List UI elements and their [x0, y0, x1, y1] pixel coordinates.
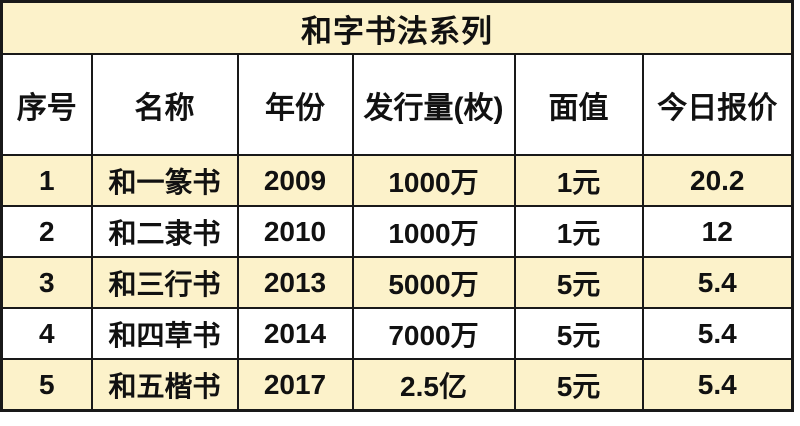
- col-header-year: 年份: [236, 53, 354, 156]
- cell-year: 2010: [236, 205, 354, 258]
- cell-name: 和四草书: [90, 307, 239, 360]
- cell-today-quote: 12: [641, 205, 794, 258]
- cell-name: 和五楷书: [90, 358, 239, 412]
- cell-face-value: 5元: [513, 358, 644, 412]
- cell-today-quote: 20.2: [641, 154, 794, 207]
- cell-serial: 5: [0, 358, 93, 412]
- cell-face-value: 1元: [513, 154, 644, 207]
- cell-issue-volume: 5000万: [351, 256, 516, 309]
- cell-serial: 4: [0, 307, 93, 360]
- cell-face-value: 5元: [513, 256, 644, 309]
- table-title-row: 和字书法系列: [0, 0, 794, 55]
- cell-issue-volume: 7000万: [351, 307, 516, 360]
- cell-today-quote: 5.4: [641, 256, 794, 309]
- cell-face-value: 5元: [513, 307, 644, 360]
- cell-today-quote: 5.4: [641, 358, 794, 412]
- coin-price-table: 和字书法系列 序号 名称 年份 发行量(枚) 面值 今日报价 1 和一篆书 20…: [0, 0, 794, 412]
- table-title: 和字书法系列: [0, 0, 794, 55]
- cell-issue-volume: 2.5亿: [351, 358, 516, 412]
- col-header-name: 名称: [90, 53, 239, 156]
- cell-name: 和三行书: [90, 256, 239, 309]
- table-row: 5 和五楷书 2017 2.5亿 5元 5.4: [0, 358, 794, 412]
- table-row: 3 和三行书 2013 5000万 5元 5.4: [0, 256, 794, 309]
- cell-year: 2009: [236, 154, 354, 207]
- cell-serial: 1: [0, 154, 93, 207]
- cell-issue-volume: 1000万: [351, 205, 516, 258]
- col-header-face-value: 面值: [513, 53, 644, 156]
- cell-name: 和二隶书: [90, 205, 239, 258]
- cell-name: 和一篆书: [90, 154, 239, 207]
- table-header-row: 序号 名称 年份 发行量(枚) 面值 今日报价: [0, 53, 794, 156]
- cell-year: 2014: [236, 307, 354, 360]
- col-header-issue-volume: 发行量(枚): [351, 53, 516, 156]
- cell-today-quote: 5.4: [641, 307, 794, 360]
- table-row: 2 和二隶书 2010 1000万 1元 12: [0, 205, 794, 258]
- col-header-today-quote: 今日报价: [641, 53, 794, 156]
- col-header-serial: 序号: [0, 53, 93, 156]
- table-row: 1 和一篆书 2009 1000万 1元 20.2: [0, 154, 794, 207]
- cell-serial: 2: [0, 205, 93, 258]
- cell-serial: 3: [0, 256, 93, 309]
- table-row: 4 和四草书 2014 7000万 5元 5.4: [0, 307, 794, 360]
- cell-year: 2017: [236, 358, 354, 412]
- cell-year: 2013: [236, 256, 354, 309]
- cell-issue-volume: 1000万: [351, 154, 516, 207]
- cell-face-value: 1元: [513, 205, 644, 258]
